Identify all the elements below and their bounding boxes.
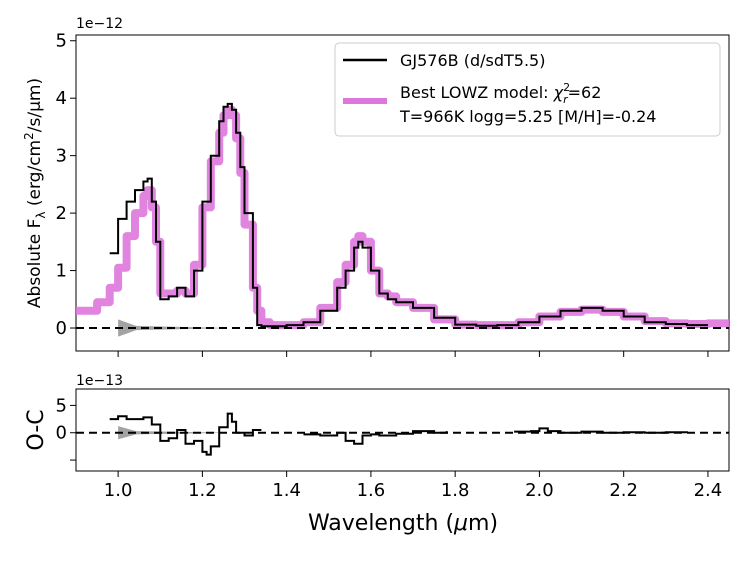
top-y-ticks: 0 1 2 3 4 5: [56, 31, 76, 339]
bottom-plot-area: [75, 388, 730, 472]
legend-box: [334, 42, 721, 137]
top-y-tick-label: 2: [56, 203, 67, 224]
top-y-tick-label: 0: [56, 318, 67, 339]
bottom-exponent-label: 1e−13: [76, 373, 123, 389]
bottom-y-tick-label: 5: [56, 395, 67, 416]
observed-spectrum-line: [109, 102, 708, 328]
x-axis-label: Wavelength (μm): [308, 511, 498, 536]
x-tick-label: 2.0: [525, 480, 554, 501]
bottom-y-axis-label: O-C: [24, 409, 49, 450]
legend-model-params: T=966K logg=5.25 [M/H]=-0.24: [399, 107, 656, 126]
x-ticks: 1.0 1.2 1.4 1.6 1.8 2.0 2.2 2.4: [104, 351, 722, 501]
top-y-tick-label: 5: [56, 31, 67, 52]
x-tick-label: 1.2: [188, 480, 217, 501]
top-y-tick-label: 3: [56, 146, 67, 167]
bottom-y-tick-label: 0: [56, 423, 67, 444]
top-exponent-label: 1e−12: [76, 16, 123, 32]
x-tick-label: 1.6: [357, 480, 386, 501]
legend: GJ576B (d/sdT5.5) Best LOWZ model: χ2 r=6…: [334, 42, 721, 137]
x-tick-label: 1.4: [272, 480, 301, 501]
x-tick-label: 1.8: [441, 480, 470, 501]
bottom-y-ticks: 05: [56, 395, 76, 461]
x-tick-label: 2.4: [694, 480, 723, 501]
x-tick-label: 1.0: [104, 480, 133, 501]
bottom-panel: 1e−13 05 O-C 1.0 1.2 1.4 1.6 1.8 2.0 2.2 2.4 Wa…: [24, 351, 730, 536]
legend-observed-label: GJ576B (d/sdT5.5): [400, 51, 545, 70]
top-y-tick-label: 1: [56, 261, 67, 282]
x-tick-label: 2.2: [609, 480, 638, 501]
top-y-axis-label: Absolute Fλ (erg/cm2/s/μm): [22, 78, 48, 308]
legend-model-label: Best LOWZ model: χ2 r=62: [400, 81, 601, 106]
top-y-tick-label: 4: [56, 88, 67, 109]
